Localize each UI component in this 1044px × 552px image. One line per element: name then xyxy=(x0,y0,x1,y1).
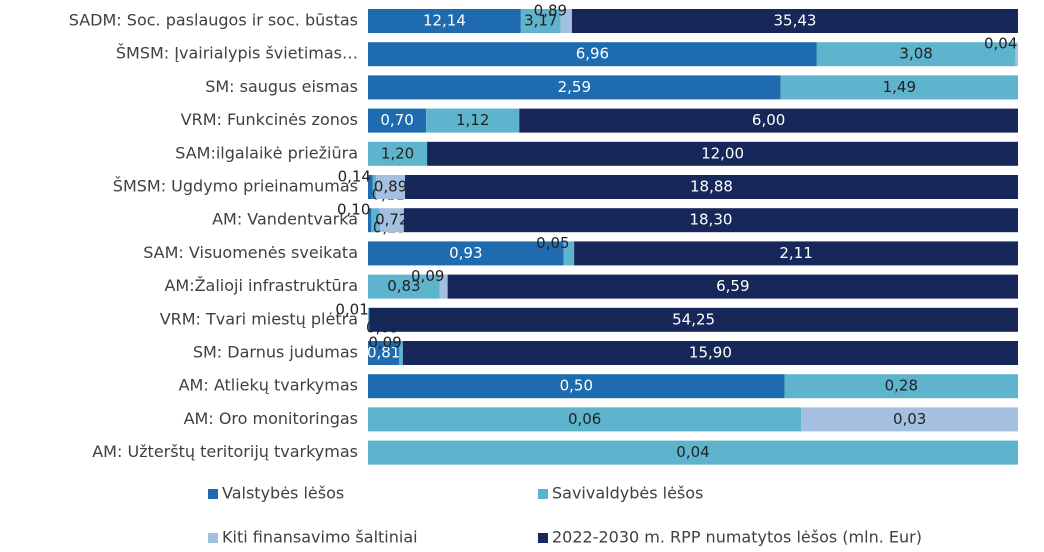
value-label: 54,25 xyxy=(672,310,715,328)
legend-swatch xyxy=(538,489,548,499)
value-label: 0,04 xyxy=(984,35,1017,53)
legend-label: Savivaldybės lėšos xyxy=(552,484,703,503)
legend-swatch xyxy=(208,489,218,499)
value-label: 0,89 xyxy=(534,2,567,20)
value-label: 1,20 xyxy=(381,144,414,162)
value-label: 0,03 xyxy=(893,410,926,428)
value-label: 6,00 xyxy=(752,111,785,129)
category-label: ŠMSM: Ugdymo prieinamumas xyxy=(113,177,358,196)
value-label: 15,90 xyxy=(689,344,732,362)
value-label: 0,28 xyxy=(885,377,918,395)
value-label: 35,43 xyxy=(773,12,816,30)
value-label: 0,09 xyxy=(411,267,444,285)
value-label: 0,06 xyxy=(568,410,601,428)
value-label: 1,49 xyxy=(883,78,916,96)
category-label: SAM:ilgalaikė priežiūra xyxy=(175,143,358,162)
value-label: 18,30 xyxy=(689,211,732,229)
value-label: 0,09 xyxy=(368,334,401,352)
category-label: AM: Oro monitoringas xyxy=(184,409,358,428)
legend-label: 2022-2030 m. RPP numatytos lėšos (mln. E… xyxy=(552,528,922,547)
value-label: 0,01 xyxy=(335,300,368,318)
legend-label: Valstybės lėšos xyxy=(222,484,344,503)
value-label: 0,10 xyxy=(337,201,370,219)
category-label: ŠMSM: Įvairialypis švietimas… xyxy=(116,44,358,63)
value-label: 6,59 xyxy=(716,277,749,295)
value-label: 0,50 xyxy=(560,377,593,395)
category-label: SAM: Visuomenės sveikata xyxy=(143,243,358,262)
value-label: 2,59 xyxy=(558,78,591,96)
legend-swatch xyxy=(538,533,548,543)
category-label: AM: Atliekų tvarkymas xyxy=(179,376,358,395)
value-label: 0,89 xyxy=(374,178,407,196)
value-label: 18,88 xyxy=(690,178,733,196)
value-label: 6,96 xyxy=(576,45,609,63)
category-label: AM: Užterštų teritorijų tvarkymas xyxy=(92,442,358,461)
category-label: AM:Žalioji infrastruktūra xyxy=(164,276,358,295)
category-label: SM: saugus eismas xyxy=(205,77,358,96)
value-label: 1,12 xyxy=(456,111,489,129)
value-label: 0,72 xyxy=(375,211,408,229)
value-label: 0,04 xyxy=(676,443,709,461)
legend-label: Kiti finansavimo šaltiniai xyxy=(222,528,418,547)
category-label: VRM: Tvari miestų plėtra xyxy=(160,309,358,328)
value-label: 0,93 xyxy=(449,244,482,262)
legend-swatch xyxy=(208,533,218,543)
value-label: 0,14 xyxy=(338,168,371,186)
category-label: VRM: Funkcinės zonos xyxy=(181,110,358,129)
value-label: 2,11 xyxy=(779,244,812,262)
value-label: 0,05 xyxy=(536,234,569,252)
value-label: 3,08 xyxy=(899,45,932,63)
value-label: 0,70 xyxy=(380,111,413,129)
category-label: SM: Darnus judumas xyxy=(193,343,358,362)
category-label: SADM: Soc. paslaugos ir soc. būstas xyxy=(69,11,358,30)
value-label: 12,00 xyxy=(701,144,744,162)
value-label: 12,14 xyxy=(423,12,466,30)
